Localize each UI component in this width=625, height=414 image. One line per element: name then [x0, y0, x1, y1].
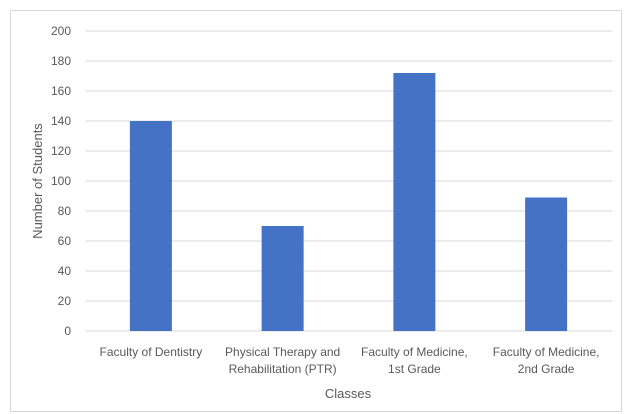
gridlines	[85, 30, 612, 332]
y-tick-label: 60	[58, 234, 72, 248]
x-tick-label: Faculty of Medicine, 1st Grade	[361, 345, 468, 376]
x-tick-label-line: 2nd Grade	[518, 362, 575, 376]
y-tick-label: 40	[58, 264, 72, 278]
x-tick-label: Physical Therapy and Rehabilitation (PTR)	[225, 345, 340, 376]
x-tick-label-line: Faculty of Dentistry	[100, 345, 203, 359]
y-tick-labels: 0 20 40 60 80 100 120 140 160 180 200	[51, 24, 71, 338]
y-tick-label: 0	[64, 324, 71, 338]
x-tick-label-line: Faculty of Medicine,	[361, 345, 468, 359]
x-tick-label: Faculty of Dentistry	[100, 345, 203, 359]
y-tick-label: 20	[58, 294, 72, 308]
x-tick-labels: Faculty of Dentistry Physical Therapy and…	[100, 345, 600, 376]
y-tick-label: 100	[51, 174, 71, 188]
x-tick-label-line: 1st Grade	[388, 362, 441, 376]
y-tick-label: 160	[51, 84, 71, 98]
y-tick-label: 180	[51, 54, 71, 68]
x-tick-label: Faculty of Medicine, 2nd Grade	[493, 345, 600, 376]
x-axis-title: Classes	[325, 386, 372, 401]
x-tick-label-line: Rehabilitation (PTR)	[229, 362, 337, 376]
bar	[525, 197, 568, 331]
x-tick-label-line: Physical Therapy and	[225, 345, 340, 359]
y-tick-label: 200	[51, 24, 71, 38]
y-tick-label: 140	[51, 114, 71, 128]
bar	[129, 121, 172, 331]
y-tick-label: 120	[51, 144, 71, 158]
y-tick-label: 80	[58, 204, 72, 218]
x-tick-label-line: Faculty of Medicine,	[493, 345, 600, 359]
y-axis-title: Number of Students	[30, 123, 45, 239]
bar	[393, 73, 436, 331]
bars	[129, 73, 568, 331]
bar	[261, 226, 304, 331]
